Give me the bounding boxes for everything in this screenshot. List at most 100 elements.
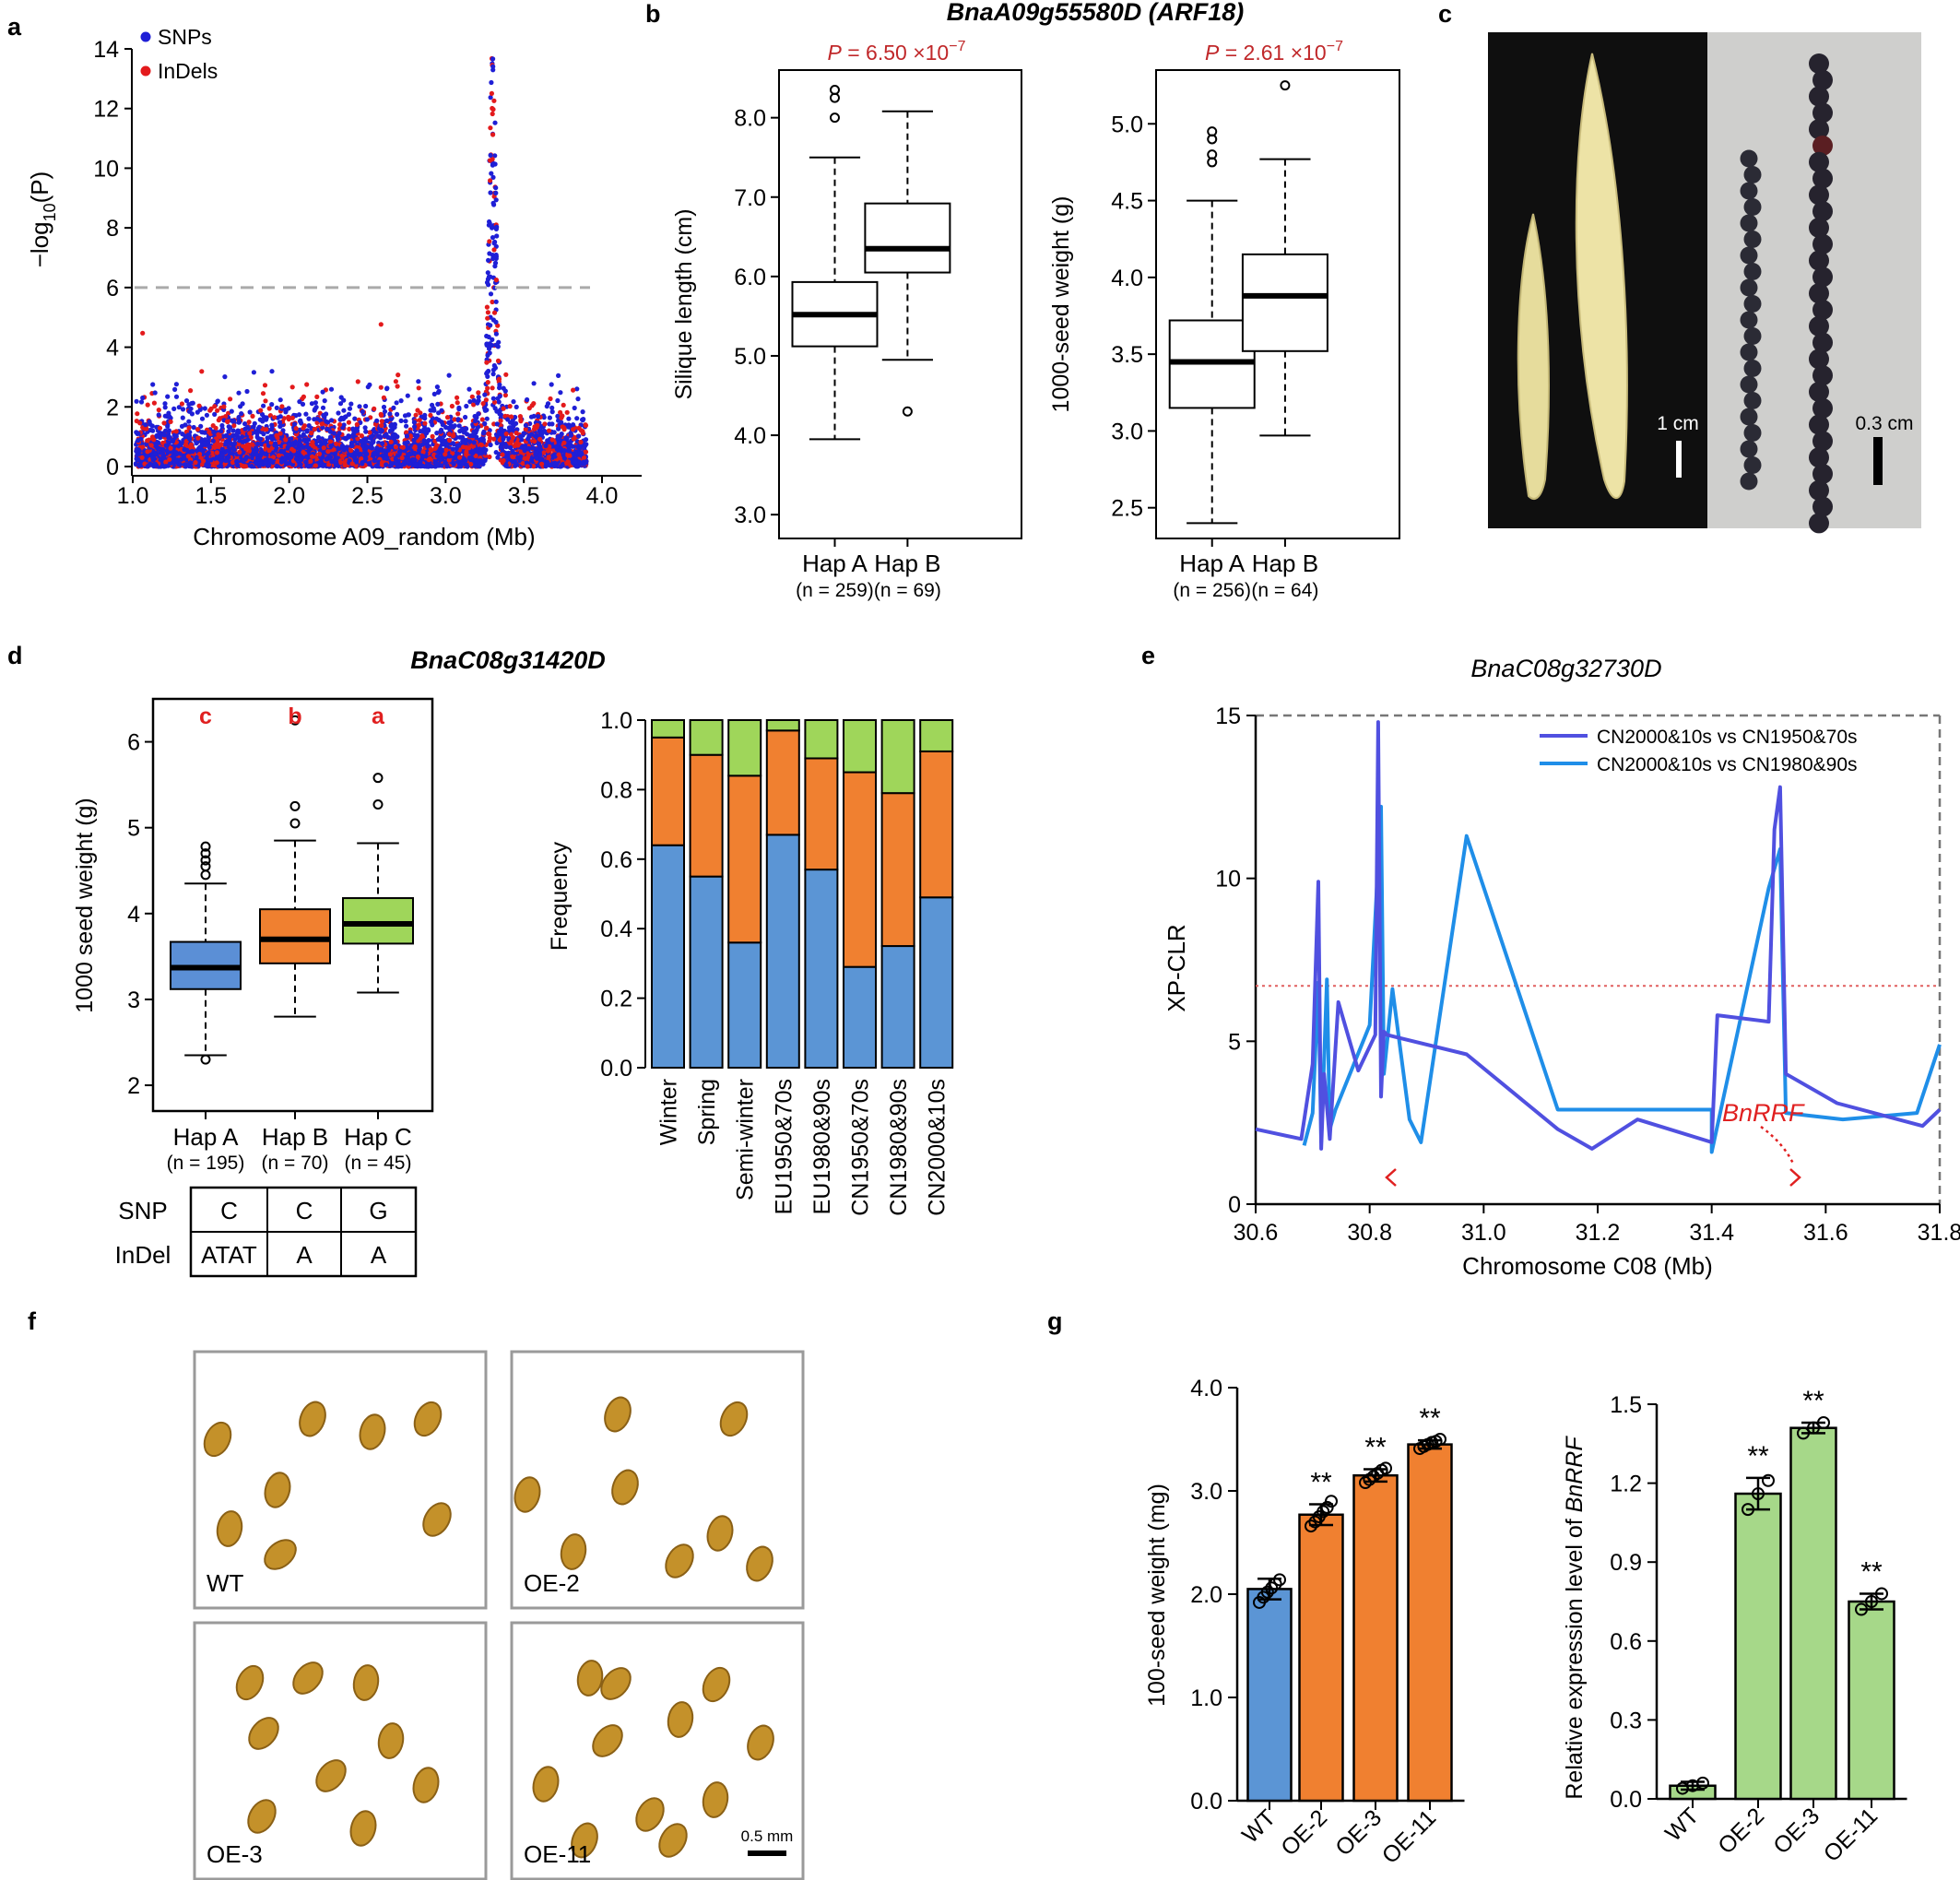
snp-point <box>439 408 444 413</box>
snp-point <box>566 424 572 430</box>
snp-point <box>549 405 555 410</box>
snp-point <box>246 420 252 425</box>
snp-point <box>202 437 207 443</box>
snp-point <box>325 420 331 425</box>
snp-point <box>486 257 491 263</box>
snp-point <box>468 461 474 467</box>
snp-point <box>340 425 346 431</box>
snp-point <box>490 162 496 168</box>
snp-point <box>315 434 322 440</box>
snp-point <box>529 432 535 437</box>
snp-point <box>490 132 496 137</box>
snp-point <box>388 417 394 422</box>
snp-point <box>491 247 497 253</box>
snp-point <box>549 382 554 387</box>
snp-point <box>239 411 244 417</box>
snp-point <box>263 443 268 448</box>
snp-point <box>179 423 185 429</box>
snp-point <box>492 120 498 125</box>
snp-point <box>511 450 516 455</box>
snp-point <box>549 437 555 443</box>
snp-point <box>225 419 230 425</box>
snp-point <box>237 420 242 425</box>
snp-point <box>561 402 566 408</box>
snp-point <box>498 418 503 423</box>
snp-point <box>232 437 238 443</box>
snp-point <box>525 436 531 442</box>
snp-point <box>348 453 354 458</box>
snp-point <box>493 299 499 304</box>
snp-point <box>337 401 344 407</box>
snp-point <box>373 463 379 468</box>
snp-point <box>325 449 331 455</box>
snp-point <box>454 445 459 452</box>
snp-point <box>495 358 502 363</box>
snp-point <box>134 419 139 424</box>
snp-point <box>551 430 557 435</box>
snp-point <box>490 174 496 180</box>
snp-point <box>176 405 182 410</box>
snp-point <box>428 412 433 418</box>
snp-point <box>495 396 501 401</box>
snp-point <box>363 429 369 434</box>
snp-point <box>485 310 491 315</box>
snp-point <box>431 391 437 396</box>
snp-point <box>215 408 220 413</box>
snp-point <box>247 409 253 415</box>
snp-point <box>485 380 490 385</box>
snp-point <box>336 410 341 416</box>
snp-point <box>501 457 506 464</box>
snp-point <box>541 450 547 455</box>
snp-point <box>455 400 460 406</box>
snp-point <box>304 382 310 387</box>
snp-point <box>404 423 409 429</box>
snp-point <box>555 413 561 419</box>
snp-point <box>471 440 477 445</box>
snp-point <box>276 440 281 445</box>
snp-point <box>262 383 268 388</box>
snp-point <box>485 385 490 391</box>
snp-point <box>571 427 576 432</box>
snp-point <box>321 463 326 468</box>
snp-point <box>253 429 258 434</box>
snp-point <box>362 425 368 431</box>
snp-point <box>216 432 221 437</box>
snp-point <box>471 397 477 403</box>
snp-point <box>429 419 434 425</box>
snp-point <box>359 433 364 439</box>
snp-point <box>208 406 214 411</box>
snp-point <box>395 384 400 389</box>
snp-point <box>491 98 497 103</box>
snp-point <box>457 434 463 440</box>
snp-point <box>187 436 193 442</box>
snp-point <box>352 416 358 421</box>
snp-point <box>293 456 300 462</box>
snp-point <box>279 404 285 409</box>
snp-point <box>335 434 340 440</box>
snp-point <box>435 390 441 396</box>
manhattan-points <box>133 55 589 469</box>
snp-point <box>379 419 384 424</box>
snp-point <box>161 432 167 438</box>
snp-point <box>487 251 492 256</box>
snp-point <box>347 406 353 411</box>
snp-point <box>499 426 504 432</box>
snp-point <box>435 401 441 407</box>
snp-point <box>309 401 314 407</box>
snp-point <box>564 409 570 415</box>
snp-point <box>446 457 452 463</box>
snp-point <box>148 427 153 433</box>
snp-point <box>260 391 266 396</box>
snp-point <box>214 450 219 455</box>
snp-point <box>492 264 498 269</box>
snp-point <box>358 451 363 456</box>
snp-point <box>486 274 492 279</box>
snp-point <box>554 443 561 449</box>
snp-point <box>518 419 524 424</box>
snp-point <box>490 56 496 62</box>
snp-point <box>140 330 146 336</box>
snp-point <box>186 419 192 424</box>
snp-point <box>171 455 177 460</box>
snp-point <box>355 379 360 384</box>
snp-point <box>490 225 495 231</box>
